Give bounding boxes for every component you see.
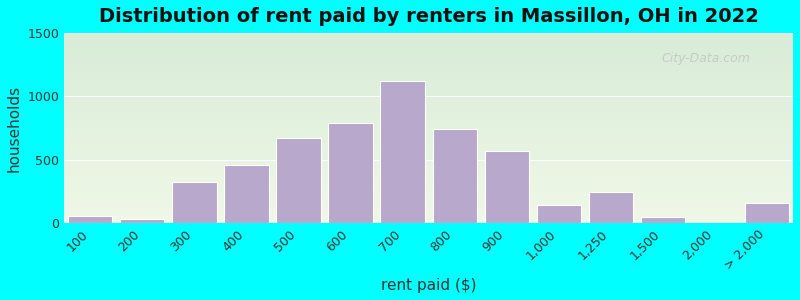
Bar	[641, 217, 685, 223]
Bar	[589, 193, 633, 223]
Bar	[381, 81, 425, 223]
Title: Distribution of rent paid by renters in Massillon, OH in 2022: Distribution of rent paid by renters in …	[98, 7, 758, 26]
Y-axis label: households: households	[7, 84, 22, 172]
Bar	[224, 165, 269, 223]
Bar	[745, 202, 789, 223]
Bar	[329, 123, 373, 223]
Bar	[276, 138, 321, 223]
X-axis label: rent paid ($): rent paid ($)	[381, 278, 476, 293]
Bar	[120, 219, 165, 223]
Bar	[485, 151, 529, 223]
Text: City-Data.com: City-Data.com	[662, 52, 750, 65]
Bar	[537, 205, 581, 223]
Bar	[68, 216, 112, 223]
Bar	[433, 129, 477, 223]
Bar	[172, 182, 217, 223]
